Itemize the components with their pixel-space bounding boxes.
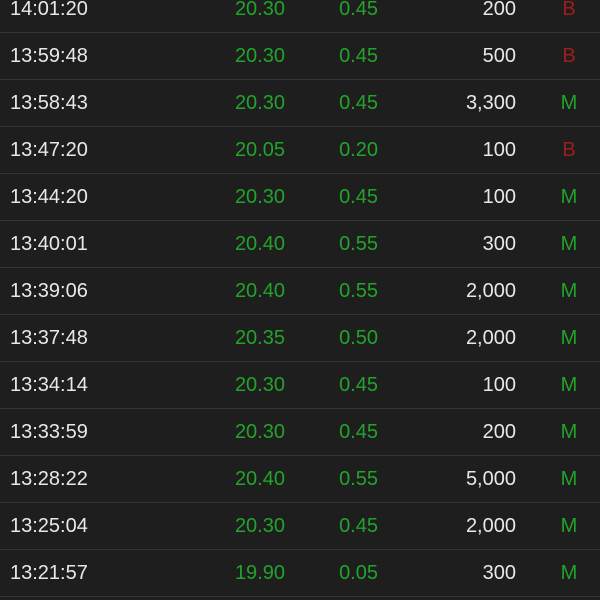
trade-volume: 2,000 [465,280,516,302]
trade-change: 0.50 [339,327,378,349]
trade-flag: M [560,562,578,584]
trade-price: 20.30 [234,186,285,208]
trade-change: 0.45 [339,186,378,208]
trade-flag: M [560,233,578,255]
trade-volume: 3,300 [465,92,516,114]
trade-change: 0.45 [339,0,378,20]
trade-price: 20.40 [234,280,285,302]
trade-change: 0.45 [339,45,378,67]
trade-volume: 100 [482,139,516,161]
trade-flag: M [560,421,578,443]
trade-time: 13:28:22 [10,468,88,490]
trade-change: 0.55 [339,233,378,255]
trade-row[interactable]: 13:28:22 20.40 0.55 5,000 M [0,456,600,503]
trade-volume: 200 [482,0,516,20]
trade-change: 0.55 [339,468,378,490]
trade-volume: 300 [482,233,516,255]
trade-volume: 100 [482,374,516,396]
trade-change: 0.55 [339,280,378,302]
trade-volume: 5,000 [465,468,516,490]
trade-time: 13:33:59 [10,421,88,443]
trade-volume: 500 [482,45,516,67]
trade-flag: M [560,468,578,490]
trade-price: 20.40 [234,233,285,255]
trade-price: 20.40 [234,468,285,490]
trade-volume: 2,000 [465,515,516,537]
trade-price: 20.30 [234,515,285,537]
trade-time: 13:34:14 [10,374,88,396]
trade-price: 20.30 [234,45,285,67]
trade-change: 0.45 [339,374,378,396]
trade-row[interactable]: 13:39:06 20.40 0.55 2,000 M [0,268,600,315]
trade-time: 13:39:06 [10,280,88,302]
trade-price: 20.30 [234,92,285,114]
trade-change: 0.20 [339,139,378,161]
trade-row[interactable]: 13:59:48 20.30 0.45 500 B [0,33,600,80]
trade-change: 0.45 [339,515,378,537]
trade-time: 14:01:20 [10,0,88,20]
trade-price: 20.30 [234,374,285,396]
trade-time: 13:44:20 [10,186,88,208]
trade-flag: B [562,45,576,67]
trade-time: 13:59:48 [10,45,88,67]
trade-time: 13:25:04 [10,515,88,537]
trade-change: 0.45 [339,92,378,114]
trade-volume: 200 [482,421,516,443]
trade-row[interactable]: 13:21:57 19.90 0.05 300 M [0,550,600,597]
trade-price: 19.90 [234,562,285,584]
trade-change: 0.05 [339,562,378,584]
trade-volume: 100 [482,186,516,208]
trade-row[interactable]: 13:25:04 20.30 0.45 2,000 M [0,503,600,550]
trade-time: 13:21:57 [10,562,88,584]
trade-row[interactable]: 13:37:48 20.35 0.50 2,000 M [0,315,600,362]
trade-flag: M [560,92,578,114]
trade-row[interactable]: 13:47:20 20.05 0.20 100 B [0,127,600,174]
trade-volume: 2,000 [465,327,516,349]
trade-flag: M [560,327,578,349]
trade-row[interactable]: 14:01:20 20.30 0.45 200 B [0,0,600,33]
trade-volume: 300 [482,562,516,584]
trade-flag: M [560,515,578,537]
trade-flag: M [560,280,578,302]
trade-price: 20.30 [234,0,285,20]
trade-time: 13:58:43 [10,92,88,114]
trade-change: 0.45 [339,421,378,443]
trade-row[interactable]: 13:44:20 20.30 0.45 100 M [0,174,600,221]
trade-flag: B [562,0,576,20]
trade-row[interactable]: 13:40:01 20.40 0.55 300 M [0,221,600,268]
trade-time: 13:40:01 [10,233,88,255]
trade-flag: M [560,186,578,208]
trade-row[interactable]: 13:34:14 20.30 0.45 100 M [0,362,600,409]
trade-flag: M [560,374,578,396]
trade-row[interactable]: 13:58:43 20.30 0.45 3,300 M [0,80,600,127]
trade-row[interactable]: 13:33:59 20.30 0.45 200 M [0,409,600,456]
trade-price: 20.05 [234,139,285,161]
trade-flag: B [562,139,576,161]
trade-time: 13:47:20 [10,139,88,161]
trade-price: 20.35 [234,327,285,349]
trade-price: 20.30 [234,421,285,443]
trade-time: 13:37:48 [10,327,88,349]
